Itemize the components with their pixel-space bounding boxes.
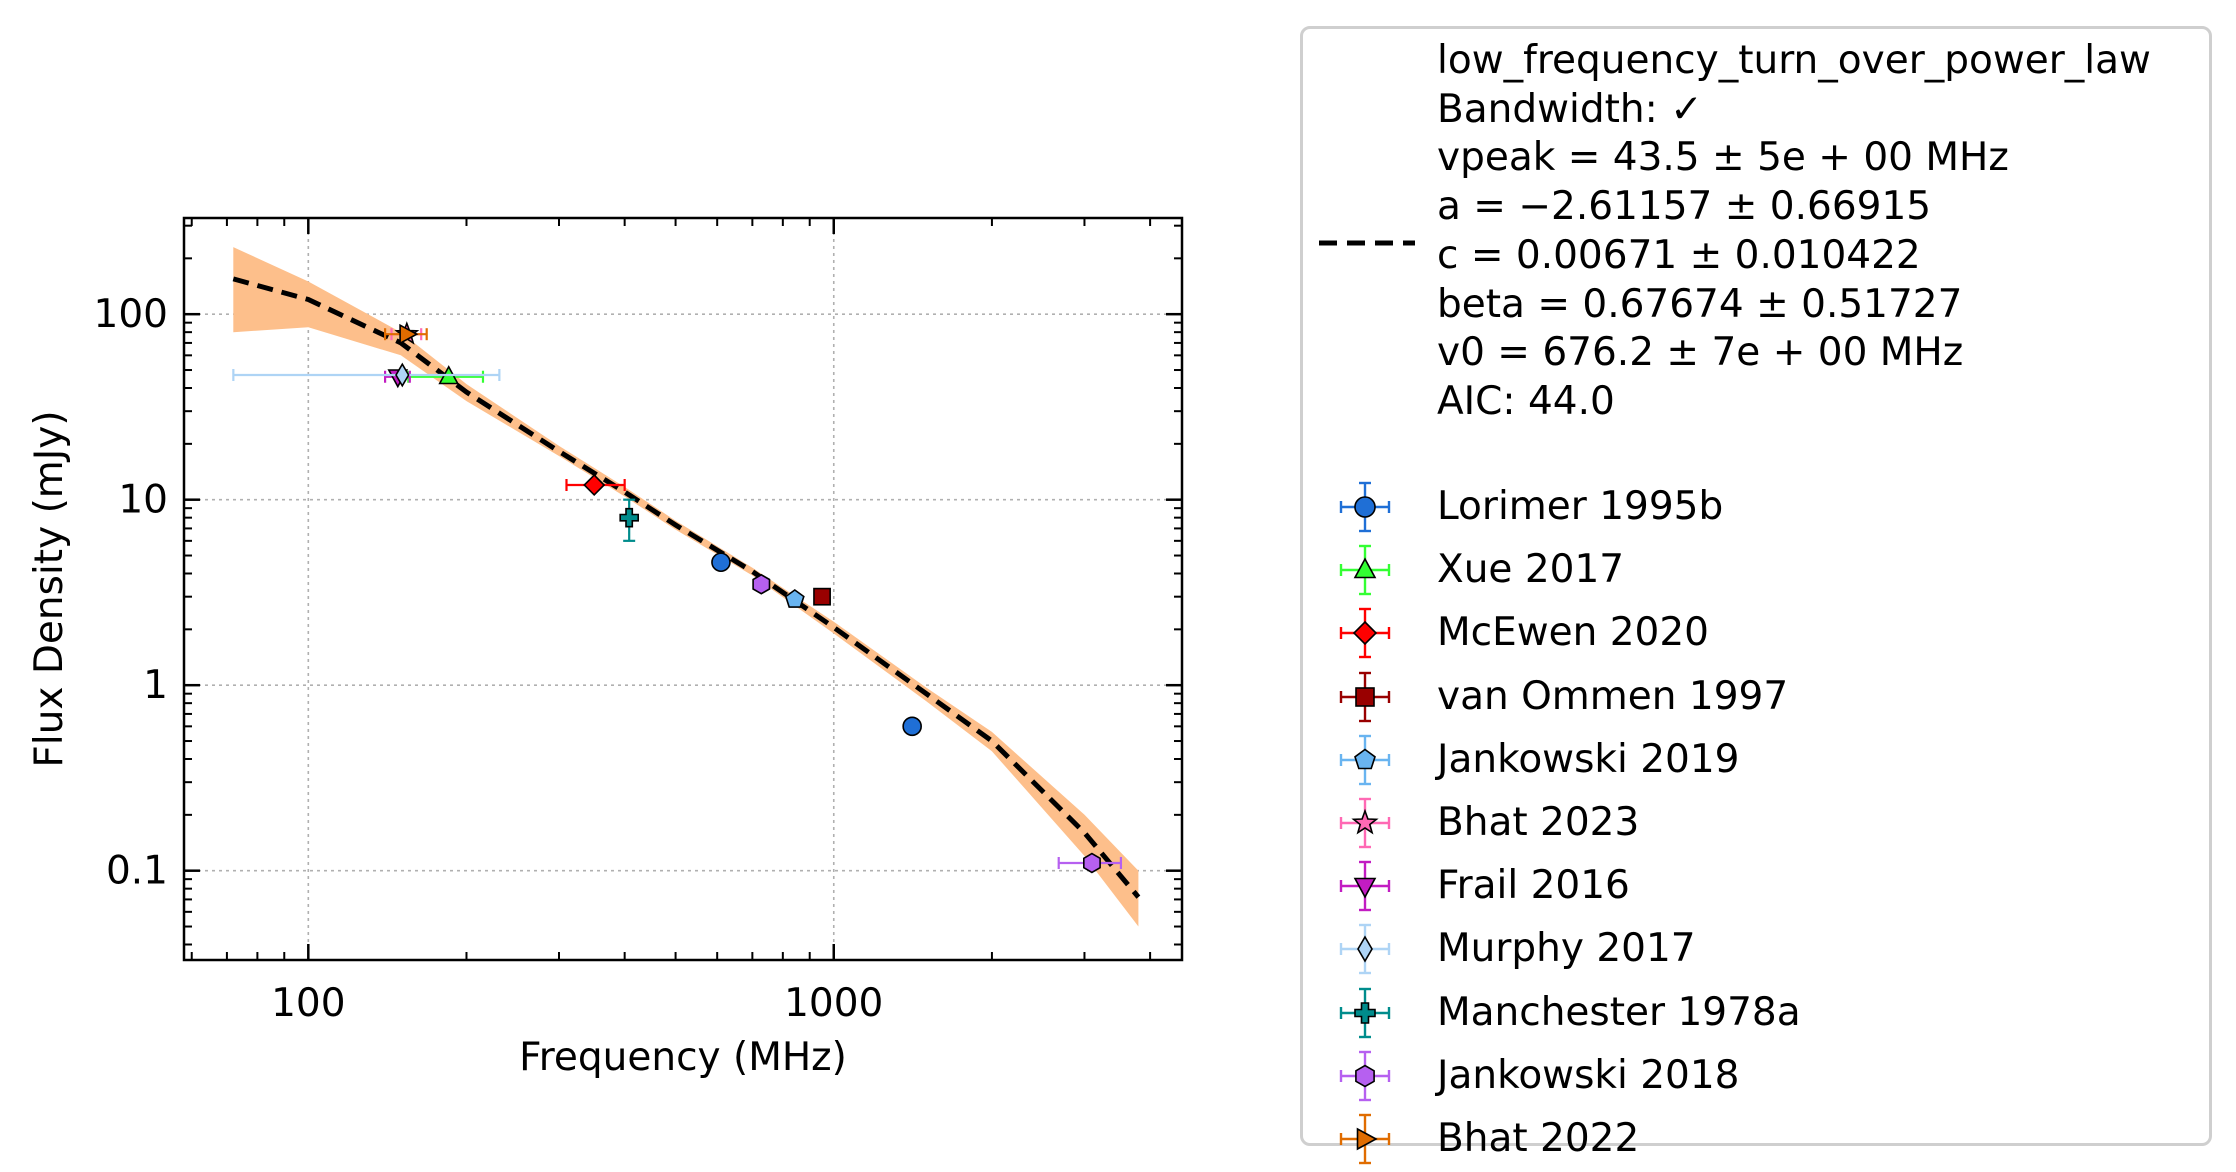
x-tick-label: 100	[271, 981, 345, 1026]
legend-marker	[1357, 935, 1373, 963]
fit-text-line: a = −2.61157 ± 0.66915	[1437, 184, 1932, 230]
legend-label: Xue 2017	[1437, 547, 1625, 593]
legend-label: McEwen 2020	[1437, 610, 1709, 656]
fit-text-line: vpeak = 43.5 ± 5e + 00 MHz	[1437, 135, 2009, 181]
data-point-jankowski-2018	[752, 573, 771, 595]
y-tick-label: 0.1	[106, 849, 168, 894]
y-tick-label: 1	[143, 663, 168, 708]
legend-marker	[1355, 1064, 1375, 1088]
legend-entry: Murphy 2017	[1303, 919, 2209, 979]
data-point-lorimer-1995b	[902, 716, 922, 737]
legend-label: van Ommen 1997	[1437, 673, 1789, 719]
data-point-lorimer-1995b	[711, 552, 731, 573]
legend-entry: Frail 2016	[1303, 856, 2209, 916]
data-point-manchester-1978a	[619, 507, 640, 528]
legend-label: Bhat 2023	[1437, 800, 1640, 845]
flux-density-chart: 100 1000 0.1 1 10 100 Frequency (MHz) Flux De…	[27, 216, 1184, 1080]
legend-label: Jankowski 2019	[1437, 736, 1740, 782]
legend-entry: Bhat 2022	[1303, 1109, 2209, 1169]
fit-curve	[232, 276, 1141, 899]
plot-frame	[182, 216, 1184, 962]
fit-band-area	[233, 247, 1139, 927]
fit-text-line: AIC: 44.0	[1437, 378, 1615, 424]
grid-lines	[184, 218, 1182, 960]
legend-marker	[1354, 1001, 1376, 1024]
fit-parameters-text: low_frequency_turn_over_power_law Bandwid…	[1437, 37, 2151, 427]
fit-uncertainty-band	[233, 247, 1139, 927]
x-tick-label: 1000	[784, 981, 883, 1026]
legend-label: Bhat 2022	[1437, 1116, 1640, 1161]
legend-label: Jankowski 2018	[1437, 1052, 1740, 1098]
legend-entry: Jankowski 2018	[1303, 1046, 2209, 1106]
legend-label: Murphy 2017	[1437, 926, 1696, 972]
data-point-murphy-2017	[395, 362, 410, 388]
axis-ticks: 100 1000 0.1 1 10 100	[94, 218, 1182, 1026]
x-axis-label: Frequency (MHz)	[519, 1035, 847, 1080]
legend-marker	[1356, 1127, 1378, 1151]
legend-marker-icon	[1339, 671, 1391, 722]
legend-marker	[1355, 686, 1375, 707]
legend-marker-icon	[1339, 797, 1391, 849]
fit-text-line: low_frequency_turn_over_power_law	[1437, 38, 2151, 83]
legend: low_frequency_turn_over_power_law Bandwid…	[1300, 26, 2212, 1165]
legend-marker-icon	[1339, 734, 1391, 785]
legend-label: Frail 2016	[1437, 863, 1630, 909]
legend-entry: Manchester 1978a	[1303, 983, 2209, 1043]
data-point-mcewen-2020	[583, 473, 606, 497]
fit-text-line: v0 = 676.2 ± 7e + 00 MHz	[1437, 330, 1964, 376]
legend-label: Lorimer 1995b	[1437, 484, 1724, 529]
fit-curve-line	[232, 276, 1141, 899]
data-points	[232, 321, 1123, 874]
fit-text-line: c = 0.00671 ± 0.010422	[1437, 232, 1921, 278]
legend-marker	[1354, 748, 1376, 770]
legend-marker-icon	[1339, 860, 1391, 912]
legend-entry: Bhat 2023	[1303, 793, 2209, 853]
fit-text-line: Bandwidth: ✓	[1437, 86, 1703, 132]
data-point-bhat-2022	[399, 323, 419, 345]
legend-marker-icon	[1339, 1113, 1391, 1165]
legend-marker-icon	[1339, 608, 1391, 659]
data-point-van-ommen-1997	[813, 587, 831, 606]
legend-marker	[1352, 621, 1378, 646]
y-tick-label: 100	[94, 292, 168, 337]
y-tick-label: 10	[118, 478, 168, 523]
legend-marker	[1353, 557, 1377, 579]
data-point-jankowski-2019	[784, 589, 805, 608]
data-point-jankowski-2018	[1083, 852, 1101, 874]
legend-label: Manchester 1978a	[1437, 989, 1801, 1035]
legend-marker-icon	[1339, 924, 1391, 975]
fit-text-line: beta = 0.67674 ± 0.51727	[1437, 281, 1963, 327]
legend-marker-icon	[1339, 481, 1391, 533]
legend-marker	[1351, 808, 1379, 835]
legend-marker	[1353, 877, 1377, 899]
legend-entry: Jankowski 2019	[1303, 730, 2209, 790]
legend-entry: McEwen 2020	[1303, 603, 2209, 663]
y-axis-label: Flux Density (mJy)	[27, 410, 72, 767]
legend-marker-icon	[1339, 544, 1391, 596]
legend-marker-icon	[1339, 1050, 1391, 1101]
legend-entry: van Ommen 1997	[1303, 667, 2209, 727]
legend-marker	[1354, 496, 1376, 518]
legend-marker-icon	[1339, 987, 1391, 1038]
fit-line-swatch	[1319, 240, 1415, 246]
legend-entry: Xue 2017	[1303, 540, 2209, 600]
legend-entry: Lorimer 1995b	[1303, 477, 2209, 537]
